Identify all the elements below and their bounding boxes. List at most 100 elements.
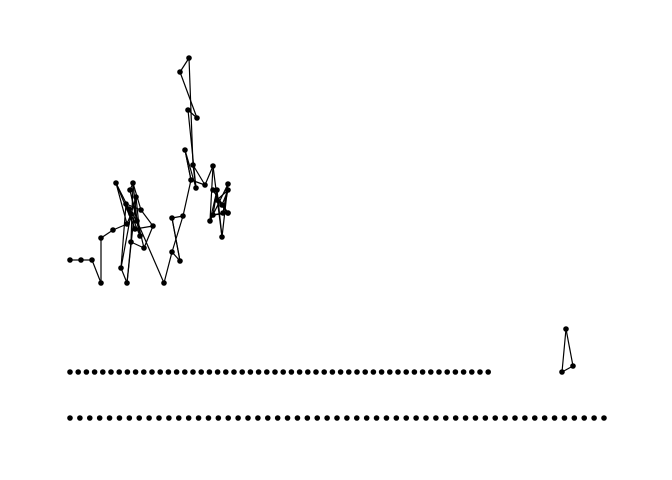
row1-node xyxy=(182,369,188,375)
row1-tail-edge xyxy=(565,328,574,367)
row2-node xyxy=(581,415,588,421)
row1-node xyxy=(132,369,139,375)
cluster-edge xyxy=(136,220,165,284)
row1-node xyxy=(214,369,221,375)
cluster-node xyxy=(188,177,194,183)
row2-node xyxy=(522,415,528,421)
row1-node xyxy=(403,369,410,375)
cluster-node xyxy=(186,55,192,61)
cluster-node xyxy=(177,69,183,75)
row2-node xyxy=(531,415,538,421)
row2-node xyxy=(383,415,390,421)
row2-node xyxy=(472,415,479,421)
row2-node xyxy=(561,415,568,421)
cluster-node xyxy=(169,249,175,255)
row2-node xyxy=(512,415,518,421)
row1-node xyxy=(313,369,319,375)
row1-node xyxy=(428,369,434,375)
cluster-edge xyxy=(171,215,184,253)
cluster-node xyxy=(190,162,196,168)
cluster-node xyxy=(225,210,231,216)
row2-node xyxy=(353,415,360,421)
cluster-edge xyxy=(222,189,229,214)
row2-node xyxy=(96,415,103,421)
row1-node xyxy=(149,369,155,375)
row1-node xyxy=(346,369,352,375)
row1-node xyxy=(337,369,344,375)
row2-node xyxy=(452,415,459,421)
row1-node xyxy=(411,369,418,375)
row1-tail-node xyxy=(559,369,565,375)
row1-node xyxy=(157,369,163,375)
cluster-edge xyxy=(115,182,128,225)
cluster-node xyxy=(177,258,183,264)
graph-edges xyxy=(70,57,574,373)
cluster-node xyxy=(118,265,124,271)
cluster-node xyxy=(225,181,231,187)
row2-node xyxy=(334,415,340,421)
cluster-node xyxy=(169,215,175,221)
cluster-node xyxy=(137,233,143,239)
cluster-node xyxy=(98,280,104,286)
cluster-edge xyxy=(91,259,102,284)
row2-node xyxy=(304,415,311,421)
row1-node xyxy=(198,369,204,375)
row2-node xyxy=(175,415,182,421)
cluster-node xyxy=(138,207,144,213)
row1-node xyxy=(419,369,426,375)
row1-node xyxy=(190,369,196,375)
cluster-node xyxy=(185,107,191,113)
row2-node xyxy=(551,415,558,421)
row2-node xyxy=(205,415,212,421)
row2-node xyxy=(373,415,380,421)
row2-node xyxy=(284,415,291,421)
row2-node xyxy=(462,415,469,421)
row2-node xyxy=(225,415,232,421)
row2-node xyxy=(86,415,93,421)
row1-node xyxy=(264,369,270,375)
cluster-node xyxy=(202,182,208,188)
cluster-node xyxy=(210,212,216,218)
row2-node xyxy=(146,415,152,421)
row1-node xyxy=(231,369,237,375)
row2-node xyxy=(156,415,162,421)
row2-node xyxy=(195,415,202,421)
cluster-edge xyxy=(204,165,214,186)
row2-node xyxy=(433,415,439,421)
cluster-edge xyxy=(212,189,218,216)
row2-node xyxy=(502,415,508,421)
cluster-node xyxy=(126,206,132,212)
cluster-node xyxy=(78,257,84,263)
row1-node xyxy=(173,369,180,375)
row2-node xyxy=(126,415,133,421)
row2-node xyxy=(274,415,281,421)
row1-node xyxy=(91,369,98,375)
row2-node xyxy=(393,415,400,421)
cluster-edge xyxy=(163,251,173,284)
cluster-node xyxy=(130,180,136,186)
row1-node xyxy=(329,369,336,375)
cluster-node xyxy=(89,257,95,263)
row2-node xyxy=(571,415,578,421)
cluster-node xyxy=(219,202,225,208)
row1-node xyxy=(272,369,278,375)
cluster-node xyxy=(98,235,104,241)
cluster-edge xyxy=(140,209,154,227)
cluster-node xyxy=(161,280,167,286)
row1-node xyxy=(108,369,114,375)
row1-node xyxy=(141,369,147,375)
row1-node xyxy=(378,369,385,375)
row1-node xyxy=(395,369,401,375)
cluster-node xyxy=(150,223,156,229)
row2-node xyxy=(423,415,429,421)
cluster-node xyxy=(133,194,139,200)
cluster-node xyxy=(110,227,116,233)
row1-node xyxy=(100,369,106,375)
row1-node xyxy=(116,369,122,375)
cluster-node xyxy=(128,211,134,217)
row2-node xyxy=(403,415,410,421)
row1-tail-edge xyxy=(561,328,567,373)
row2-node xyxy=(185,415,192,421)
cluster-node xyxy=(124,221,130,227)
row1-node xyxy=(387,369,393,375)
